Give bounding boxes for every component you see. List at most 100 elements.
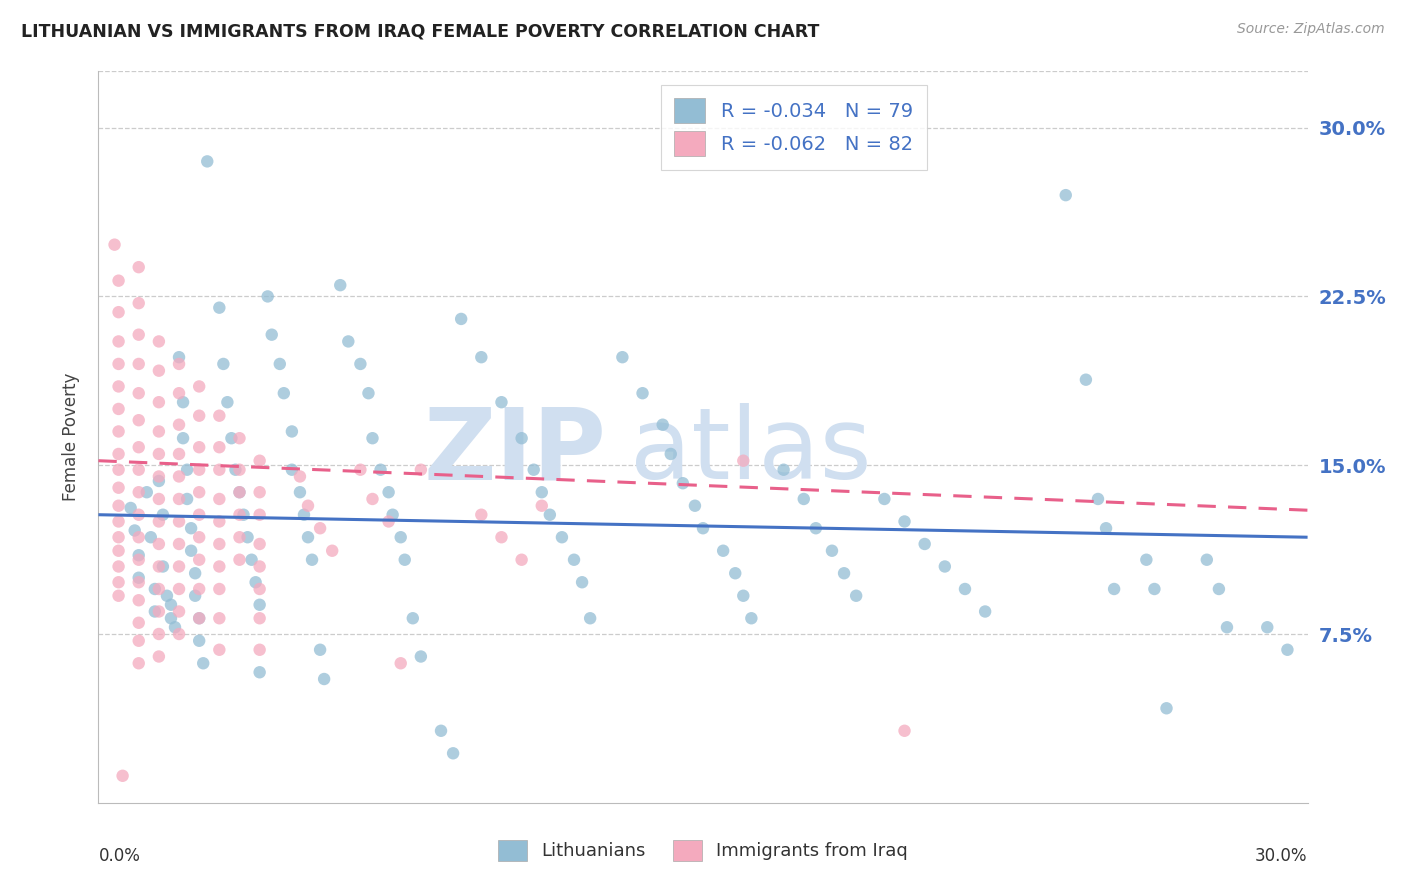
Point	[450, 312, 472, 326]
Point	[288, 485, 311, 500]
Point	[188, 611, 211, 625]
Point	[107, 515, 129, 529]
Point	[128, 657, 150, 671]
Point	[523, 463, 546, 477]
Point	[128, 260, 150, 275]
Point	[249, 537, 271, 551]
Point	[683, 499, 706, 513]
Point	[212, 357, 235, 371]
Point	[107, 447, 129, 461]
Point	[128, 296, 150, 310]
Point	[208, 537, 231, 551]
Point	[180, 543, 202, 558]
Point	[249, 559, 271, 574]
Point	[180, 521, 202, 535]
Text: 30.0%: 30.0%	[1256, 847, 1308, 864]
Point	[188, 379, 211, 393]
Point	[832, 566, 855, 581]
Point	[148, 627, 170, 641]
Point	[128, 485, 150, 500]
Point	[370, 463, 392, 477]
Point	[188, 508, 211, 522]
Point	[135, 485, 157, 500]
Point	[208, 515, 231, 529]
Point	[107, 559, 129, 574]
Point	[281, 425, 304, 439]
Point	[167, 582, 190, 596]
Point	[1143, 582, 1166, 596]
Point	[402, 611, 425, 625]
Point	[249, 642, 271, 657]
Point	[631, 386, 654, 401]
Point	[148, 491, 170, 506]
Point	[571, 575, 593, 590]
Point	[470, 350, 492, 364]
Point	[172, 431, 194, 445]
Point	[409, 649, 432, 664]
Point	[240, 553, 263, 567]
Point	[659, 447, 682, 461]
Point	[139, 530, 162, 544]
Point	[309, 521, 332, 535]
Point	[249, 453, 271, 467]
Point	[107, 425, 129, 439]
Point	[103, 237, 125, 252]
Point	[107, 589, 129, 603]
Point	[148, 559, 170, 574]
Point	[160, 598, 183, 612]
Point	[804, 521, 827, 535]
Point	[128, 575, 150, 590]
Point	[297, 499, 319, 513]
Point	[128, 530, 150, 544]
Point	[1074, 373, 1097, 387]
Point	[273, 386, 295, 401]
Point	[236, 530, 259, 544]
Point	[441, 746, 464, 760]
Point	[228, 463, 250, 477]
Point	[1095, 521, 1118, 535]
Point	[128, 633, 150, 648]
Point	[148, 395, 170, 409]
Point	[208, 463, 231, 477]
Point	[148, 425, 170, 439]
Point	[188, 485, 211, 500]
Point	[107, 274, 129, 288]
Point	[148, 582, 170, 596]
Point	[167, 515, 190, 529]
Point	[793, 491, 815, 506]
Point	[249, 582, 271, 596]
Point	[208, 642, 231, 657]
Point	[249, 508, 271, 522]
Text: 0.0%: 0.0%	[98, 847, 141, 864]
Point	[208, 559, 231, 574]
Point	[128, 327, 150, 342]
Point	[672, 476, 695, 491]
Point	[1054, 188, 1077, 202]
Point	[148, 364, 170, 378]
Point	[128, 357, 150, 371]
Point	[579, 611, 602, 625]
Point	[167, 491, 190, 506]
Point	[377, 485, 399, 500]
Text: Source: ZipAtlas.com: Source: ZipAtlas.com	[1237, 22, 1385, 37]
Point	[551, 530, 574, 544]
Point	[188, 409, 211, 423]
Point	[188, 463, 211, 477]
Point	[188, 553, 211, 567]
Point	[733, 589, 755, 603]
Point	[176, 491, 198, 506]
Point	[249, 485, 271, 500]
Point	[124, 524, 146, 538]
Point	[148, 605, 170, 619]
Point	[128, 571, 150, 585]
Point	[143, 605, 166, 619]
Point	[260, 327, 283, 342]
Point	[281, 463, 304, 477]
Point	[107, 530, 129, 544]
Point	[845, 589, 868, 603]
Point	[228, 508, 250, 522]
Point	[269, 357, 291, 371]
Point	[389, 530, 412, 544]
Point	[309, 642, 332, 657]
Point	[692, 521, 714, 535]
